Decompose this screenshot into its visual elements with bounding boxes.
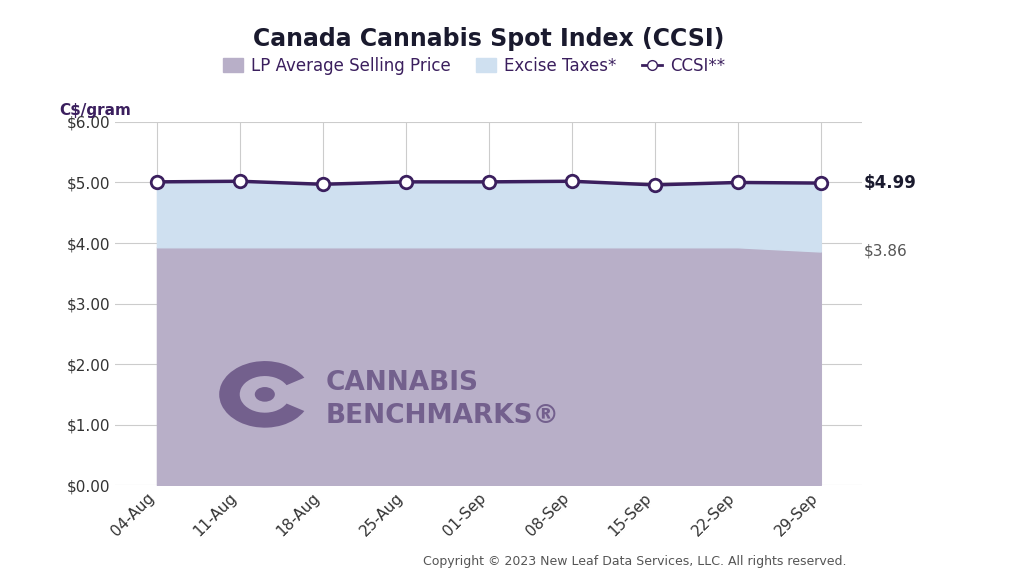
- Title: Canada Cannabis Spot Index (CCSI): Canada Cannabis Spot Index (CCSI): [253, 27, 725, 51]
- Text: C$/gram: C$/gram: [59, 103, 131, 118]
- Text: $3.86: $3.86: [864, 244, 907, 259]
- Text: BENCHMARKS®: BENCHMARKS®: [326, 403, 559, 429]
- Legend: LP Average Selling Price, Excise Taxes*, CCSI**: LP Average Selling Price, Excise Taxes*,…: [216, 50, 732, 82]
- Circle shape: [255, 387, 274, 402]
- Text: Copyright © 2023 New Leaf Data Services, LLC. All rights reserved.: Copyright © 2023 New Leaf Data Services,…: [423, 555, 847, 568]
- Text: CANNABIS: CANNABIS: [326, 370, 478, 396]
- Wedge shape: [219, 361, 304, 428]
- Text: $4.99: $4.99: [864, 174, 916, 192]
